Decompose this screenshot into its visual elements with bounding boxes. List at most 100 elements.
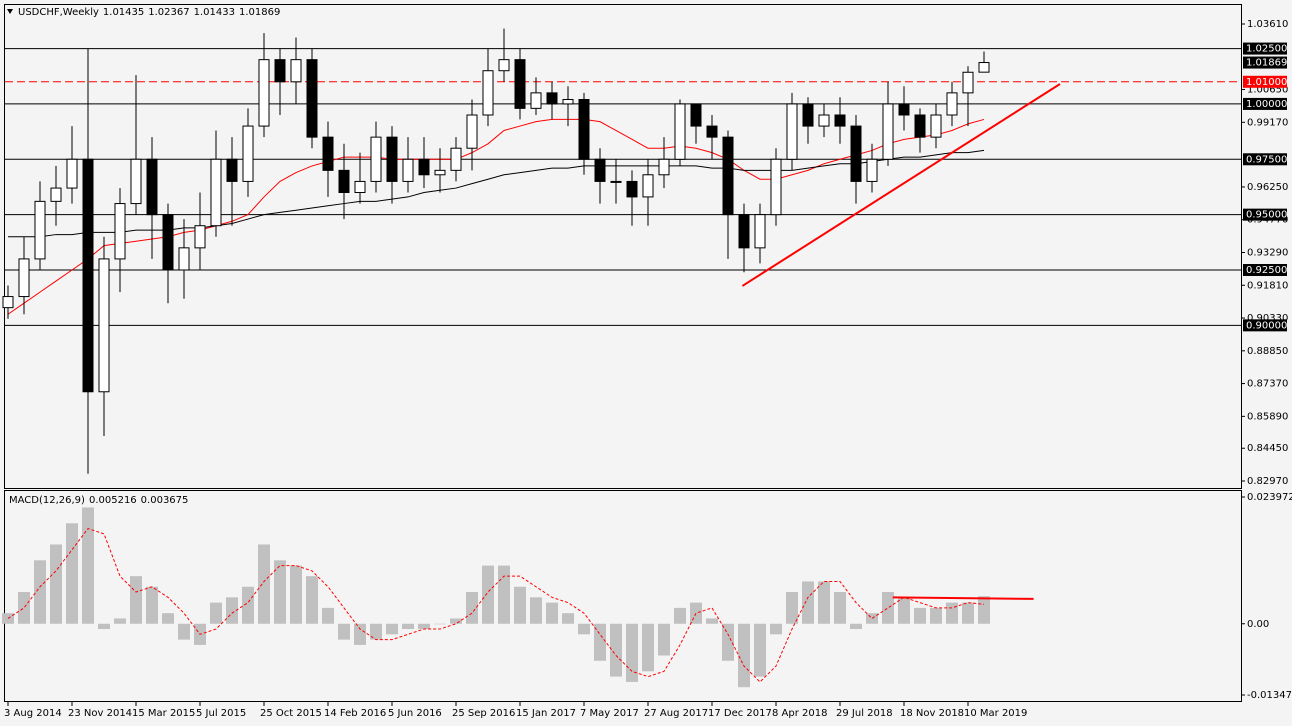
candle-body <box>930 114 942 138</box>
level-label-box <box>1243 319 1287 332</box>
trendline <box>892 596 1034 600</box>
x-tick-label: 3 Aug 2014 <box>4 708 62 719</box>
macd-bar <box>706 618 718 624</box>
macd-bar <box>802 581 814 624</box>
macd-bar <box>850 623 862 630</box>
candle-body <box>658 158 670 176</box>
macd-bar <box>450 618 462 624</box>
candle-body <box>834 114 846 127</box>
macd-bar <box>978 596 990 624</box>
candle-body <box>306 59 318 138</box>
candle-body <box>114 203 126 260</box>
candle-body <box>162 214 174 271</box>
macd-bar <box>162 613 174 624</box>
macd-bar <box>210 602 222 624</box>
y-tick-label: 0.90330 <box>1247 313 1288 324</box>
macd-bar <box>578 623 590 635</box>
macd-bar <box>610 623 622 677</box>
candle-body <box>322 136 334 171</box>
trendline <box>741 83 1061 287</box>
macd-bar <box>514 586 526 624</box>
level-label-box <box>1243 42 1287 55</box>
chart-header: USDCHF,Weekly 1.01435 1.02367 1.01433 1.0186… <box>18 7 280 18</box>
level-label: 1.02500 <box>1246 44 1287 55</box>
macd-bar <box>722 623 734 661</box>
level-label: 1.00000 <box>1246 99 1287 110</box>
candle-body <box>242 125 254 182</box>
candle-body <box>754 214 766 249</box>
macd-bar <box>498 565 510 624</box>
macd-bar <box>98 623 110 630</box>
candle-body <box>578 99 590 160</box>
macd-bar <box>466 592 478 624</box>
price-pane <box>4 4 1242 489</box>
candle-body <box>146 158 158 216</box>
x-tick-label: 10 Mar 2019 <box>964 708 1027 719</box>
candle-body <box>210 158 222 227</box>
macd-bar <box>322 607 334 624</box>
candle-body <box>66 158 78 189</box>
y-tick-label: 0.91810 <box>1247 280 1288 291</box>
macd-bar <box>34 560 46 624</box>
menu-arrow[interactable] <box>7 9 13 14</box>
macd-bar <box>962 602 974 624</box>
level-label: 0.92500 <box>1246 265 1287 276</box>
macd-bar <box>658 623 670 656</box>
macd-bar <box>66 523 78 624</box>
candle-body <box>482 70 494 116</box>
y-tick-label: 0.99170 <box>1247 117 1288 128</box>
x-tick-label: 7 May 2017 <box>580 708 639 719</box>
candle-body <box>978 62 990 73</box>
candle-body <box>706 125 718 138</box>
candle-body <box>802 103 814 127</box>
candle-body <box>610 180 622 183</box>
level-label-box <box>1243 97 1287 110</box>
y-tick-label: 0.00 <box>1247 619 1269 630</box>
candle-body <box>786 103 798 160</box>
candle-body <box>722 136 734 216</box>
candle-body <box>226 158 238 182</box>
macd-header: MACD(12,26,9) 0.005216 0.003675 <box>9 495 188 506</box>
macd-bar <box>530 597 542 624</box>
macd-bar <box>882 592 894 624</box>
level-label-box <box>1243 263 1287 276</box>
x-tick-label: 29 Jul 2018 <box>836 708 893 719</box>
macd-bar <box>114 618 126 624</box>
y-tick-label: 0.85890 <box>1247 411 1288 422</box>
chart-title: USDCHF,Weekly <box>18 7 99 18</box>
macd-pane <box>4 490 1242 702</box>
high-value: 1.02367 <box>148 7 189 18</box>
macd-bar <box>178 623 190 640</box>
candle-body <box>770 158 782 216</box>
price-label: 1.01869 <box>1246 58 1287 69</box>
x-tick-label: 25 Sep 2016 <box>452 708 515 719</box>
candle-body <box>850 125 862 182</box>
candle-body <box>818 114 830 127</box>
candle-body <box>18 258 30 298</box>
level-label: 1.01000 <box>1246 77 1287 88</box>
macd-bar <box>770 623 782 635</box>
open-value: 1.01435 <box>103 7 144 18</box>
y-tick-label: 0.023972 <box>1247 492 1292 503</box>
low-value: 1.01433 <box>194 7 235 18</box>
x-tick-label: 18 Nov 2018 <box>900 708 964 719</box>
x-tick-label: 5 Jul 2015 <box>196 708 246 719</box>
macd-bar <box>754 623 766 677</box>
x-tick-label: 14 Feb 2016 <box>324 708 386 719</box>
candle-body <box>370 136 382 182</box>
candle-body <box>178 247 190 271</box>
level-label-box <box>1243 208 1287 221</box>
candle-body <box>34 200 46 260</box>
y-tick-label: -0.013474 <box>1247 690 1292 701</box>
x-tick-label: 17 Dec 2017 <box>708 708 772 719</box>
macd-title: MACD(12,26,9) <box>9 495 85 506</box>
y-tick-label: 1.03610 <box>1247 19 1288 30</box>
macd-bar <box>258 544 270 624</box>
macd-bar <box>690 602 702 624</box>
macd-bar <box>738 623 750 688</box>
candle-body <box>434 169 446 176</box>
x-tick-label: 5 Jun 2016 <box>388 708 442 719</box>
y-tick-label: 0.93290 <box>1247 248 1288 259</box>
